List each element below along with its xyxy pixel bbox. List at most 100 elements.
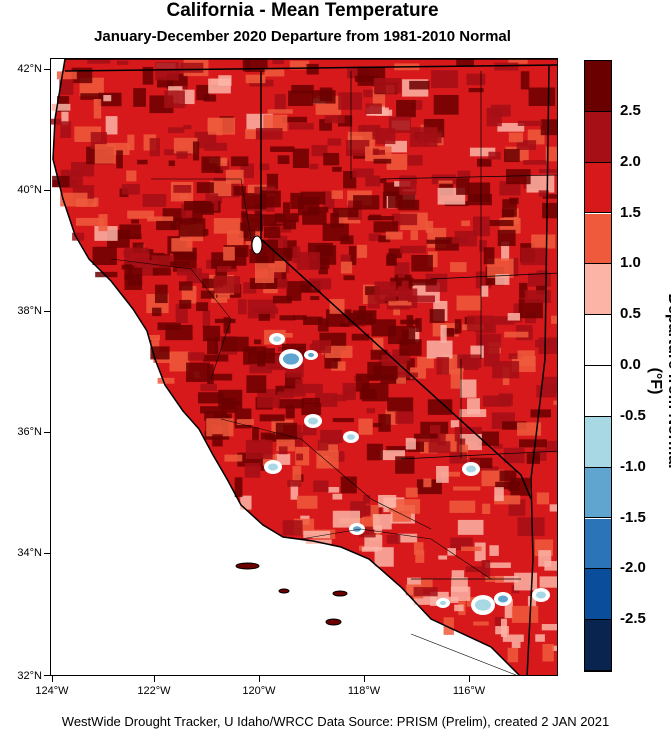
anomaly-cell: [200, 290, 215, 299]
anomaly-cell: [327, 138, 342, 146]
lat-tick: [44, 69, 50, 70]
anomaly-cell: [56, 71, 77, 80]
anomaly-cell: [208, 78, 231, 94]
county-line: [400, 450, 557, 460]
anomaly-cell: [511, 641, 521, 649]
anomaly-cell: [474, 542, 486, 562]
anomaly-cell: [495, 626, 509, 635]
anomaly-cell: [332, 166, 342, 172]
anomaly-cell: [297, 196, 320, 216]
anomaly-cell: [395, 411, 414, 424]
anomaly-cell: [332, 207, 359, 218]
anomaly-cell: [289, 60, 310, 70]
anomaly-cell: [250, 307, 279, 315]
colorbar-label: 1.5: [620, 203, 641, 221]
anomaly-cell: [246, 375, 267, 393]
anomaly-cell: [538, 169, 557, 174]
anomaly-cell: [279, 315, 296, 321]
anomaly-cell: [348, 246, 357, 266]
anomaly-cell: [200, 203, 214, 215]
lat-label-32n: 32°N: [17, 670, 42, 682]
anomaly-cell: [270, 146, 295, 152]
anomaly-cell: [269, 306, 277, 312]
lon-tick: [154, 676, 155, 682]
colorbar-segment: [585, 467, 611, 519]
anomaly-cell: [178, 218, 206, 237]
anomaly-cell: [210, 373, 233, 381]
anomaly-cell: [473, 621, 489, 626]
anomaly-cell: [469, 457, 493, 468]
cool-anomaly-spot: [273, 336, 281, 342]
anomaly-cell: [401, 280, 409, 295]
colorbar-segment: [585, 569, 611, 621]
anomaly-cell: [492, 361, 520, 379]
anomaly-cell: [374, 281, 397, 302]
lon-label-118w: 118°W: [347, 685, 381, 697]
anomaly-cell: [266, 173, 279, 190]
anomaly-cell: [447, 548, 456, 556]
anomaly-cell: [332, 493, 343, 500]
anomaly-cell: [411, 100, 423, 110]
anomaly-cell: [223, 317, 231, 334]
anomaly-cell: [98, 214, 108, 232]
anomaly-cell: [275, 422, 298, 440]
anomaly-cell: [469, 147, 496, 157]
anomaly-cell: [267, 109, 293, 114]
anomaly-cell: [209, 181, 232, 197]
island: [325, 618, 342, 626]
anomaly-cell: [105, 116, 118, 135]
anomaly-cell: [287, 480, 302, 487]
anomaly-cell: [296, 453, 304, 461]
anomaly-cell: [388, 116, 411, 133]
anomaly-cell: [449, 500, 476, 513]
anomaly-cell: [451, 570, 465, 579]
anomaly-cell: [92, 246, 117, 266]
county-line: [220, 418, 432, 530]
anomaly-cell: [204, 411, 220, 421]
anomaly-cell: [331, 190, 343, 199]
anomaly-cell: [323, 191, 335, 209]
anomaly-cell: [457, 519, 484, 535]
anomaly-cell: [259, 163, 270, 171]
anomaly-cell: [386, 153, 408, 170]
anomaly-cell: [240, 163, 255, 179]
anomaly-cell: [157, 377, 175, 384]
anomaly-cell: [242, 59, 251, 72]
anomaly-cell: [508, 59, 528, 64]
anomaly-cell: [457, 354, 482, 369]
anomaly-cell: [324, 345, 353, 358]
anomaly-cell: [187, 352, 205, 361]
anomaly-cell: [385, 140, 407, 153]
anomaly-cell: [333, 451, 345, 462]
state-borders: [52, 59, 557, 675]
anomaly-cell: [255, 263, 275, 284]
anomaly-cell: [508, 353, 523, 360]
anomaly-cell: [417, 356, 434, 369]
island: [235, 562, 260, 570]
anomaly-cell: [207, 364, 214, 385]
anomaly-cell: [501, 241, 510, 261]
cool-anomaly-spot: [283, 353, 299, 365]
anomaly-cell: [322, 223, 349, 241]
anomaly-cell: [196, 84, 210, 101]
temperature-departure-map: [51, 59, 557, 675]
cool-anomaly-spot: [440, 600, 446, 606]
anomaly-cell: [318, 267, 328, 275]
anomaly-cell: [544, 561, 557, 571]
anomaly-cell: [176, 151, 188, 159]
anomaly-cell: [365, 103, 382, 114]
anomaly-cell: [517, 517, 545, 537]
anomaly-cell: [272, 247, 293, 261]
anomaly-cell: [485, 562, 511, 568]
anomaly-cell: [340, 261, 353, 274]
anomaly-cell: [278, 446, 288, 455]
anomaly-cell: [399, 245, 426, 254]
anomaly-cell: [165, 324, 193, 341]
county-line: [300, 528, 492, 580]
anomaly-cell: [155, 62, 179, 81]
lon-label-124w: 124°W: [35, 685, 69, 697]
anomaly-cell: [306, 63, 319, 75]
anomaly-cell: [507, 313, 521, 321]
lon-tick: [364, 676, 365, 682]
colorbar-segment: [585, 620, 611, 671]
